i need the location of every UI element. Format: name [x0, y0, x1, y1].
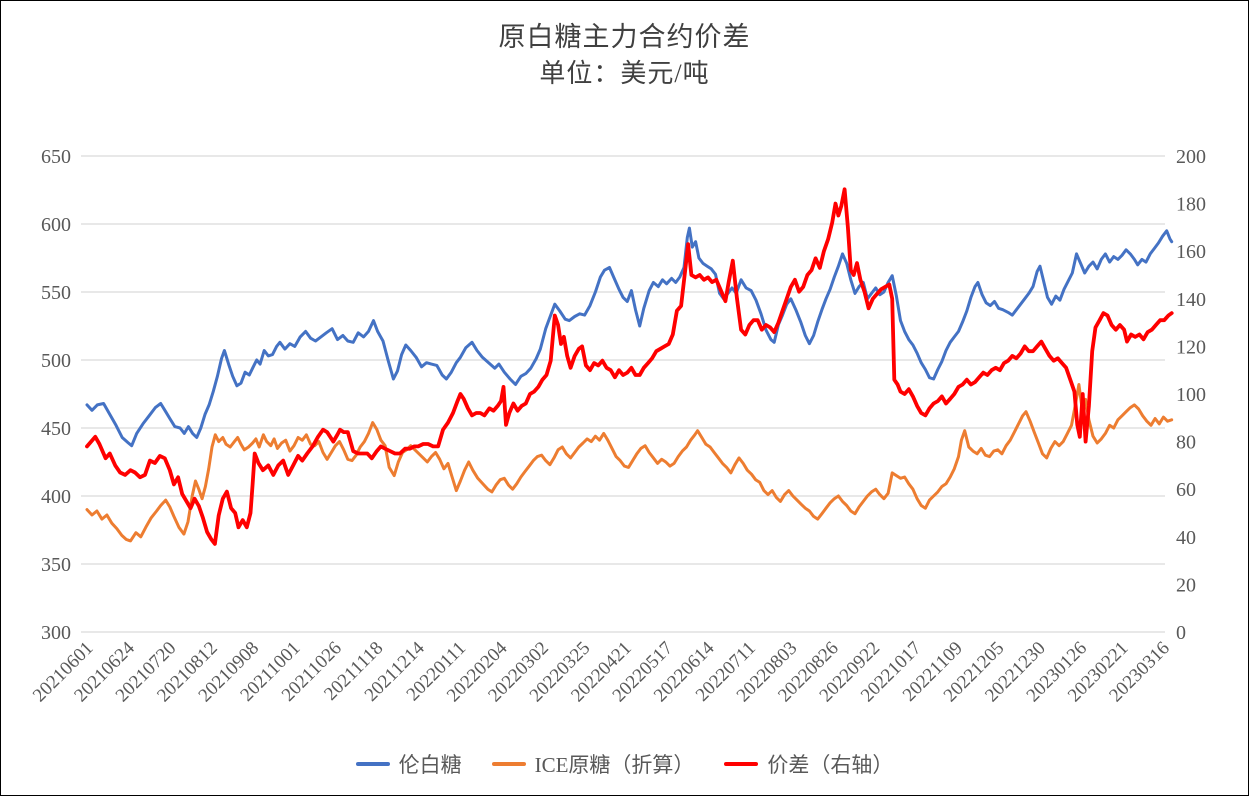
y-axis-label-left: 450 — [41, 418, 71, 440]
legend-label: 伦白糖 — [398, 753, 462, 777]
y-axis-label-left: 550 — [41, 282, 71, 304]
y-axis-label-left: 300 — [41, 622, 71, 644]
y-axis-label-right: 80 — [1176, 432, 1196, 454]
legend-item-1: ICE原糖（折算） — [491, 749, 695, 779]
y-axis-label-right: 100 — [1176, 384, 1206, 406]
chart-subtitle: 单位：美元/吨 — [539, 59, 710, 88]
y-axis-label-right: 140 — [1176, 289, 1206, 311]
legend-label: 价差（右轴） — [767, 753, 894, 777]
legend-item-2: 价差（右轴） — [724, 749, 893, 779]
y-axis-label-right: 60 — [1176, 479, 1196, 501]
y-axis-label-right: 120 — [1176, 336, 1206, 358]
legend-swatch-icon — [491, 762, 526, 766]
y-axis-label-right: 200 — [1176, 146, 1206, 168]
series-line-1 — [85, 383, 1174, 543]
y-axis-label-left: 600 — [41, 214, 71, 236]
legend-swatch-icon — [355, 762, 390, 766]
y-axis-label-right: 180 — [1176, 194, 1206, 216]
legend-item-0: 伦白糖 — [355, 749, 462, 779]
legend: 伦白糖 ICE原糖（折算） 价差（右轴） — [1, 749, 1248, 779]
y-axis-label-left: 350 — [41, 554, 71, 576]
y-axis-label-left: 400 — [41, 486, 71, 508]
series-line-0 — [85, 226, 1174, 448]
y-axis-label-left: 500 — [41, 350, 71, 372]
y-axis-label-right: 0 — [1176, 622, 1186, 644]
legend-label: ICE原糖（折算） — [534, 753, 695, 777]
y-axis-label-right: 20 — [1176, 574, 1196, 596]
legend-swatch-icon — [724, 762, 759, 766]
series-line-2 — [85, 187, 1174, 546]
chart-title: 原白糖主力合约价差 — [498, 22, 751, 52]
y-axis-label-right: 40 — [1176, 527, 1196, 549]
y-axis-label-left: 650 — [41, 146, 71, 168]
y-axis-label-right: 160 — [1176, 241, 1206, 263]
